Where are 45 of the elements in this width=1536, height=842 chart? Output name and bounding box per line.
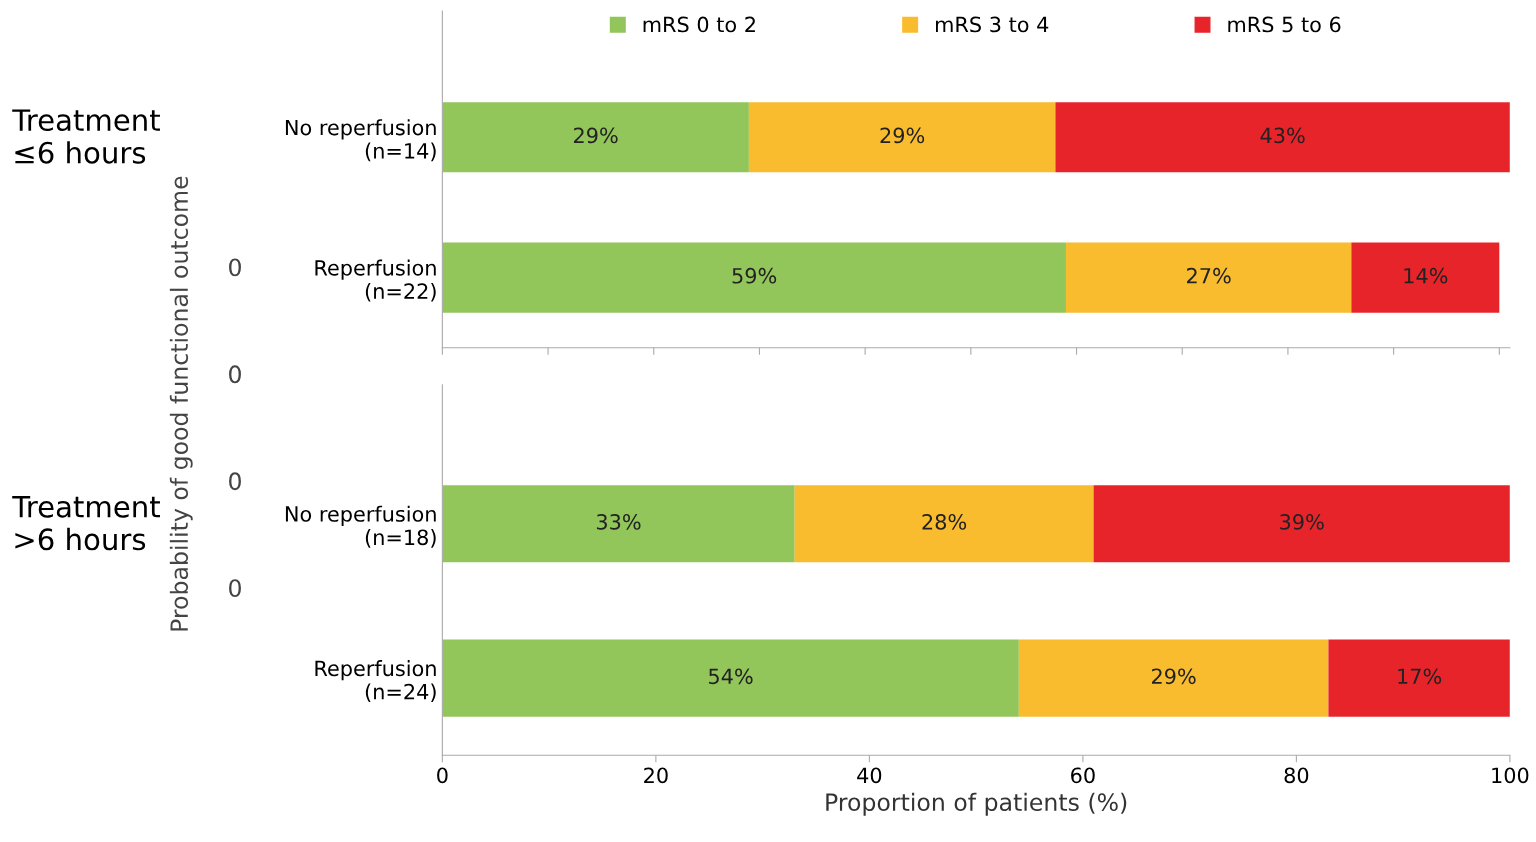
bar (442, 242, 1066, 313)
y-tick-label: No reperfusion (n=14) (285, 119, 436, 162)
y-tick-label: No reperfusion (n=18) (285, 505, 436, 548)
bar (1093, 485, 1510, 563)
x-tick-label: 80 (1284, 767, 1309, 784)
data-label: 29% (574, 127, 618, 144)
text: 0 (229, 365, 241, 384)
legend-label: mRS 5 to 6 (1228, 16, 1341, 33)
bar (1018, 639, 1329, 717)
legend-label: mRS 0 to 2 (643, 16, 755, 33)
data-label: 39% (1280, 514, 1324, 530)
data-label: 27% (1187, 267, 1231, 284)
x-tick-label: 100 (1492, 767, 1529, 784)
data-label: 29% (880, 127, 925, 144)
x-axis-title: Proportion of patients (%) (826, 792, 1127, 816)
data-label: 29% (1151, 668, 1196, 685)
data-label: 33% (596, 514, 641, 530)
bar (1328, 639, 1510, 717)
data-label: 54% (709, 668, 753, 685)
x-tick-label: 20 (644, 767, 668, 784)
bar (1065, 242, 1352, 313)
text: 0 (229, 258, 241, 277)
bar (748, 102, 1056, 173)
x-tick-label: 60 (1071, 767, 1095, 784)
text: Treatment ≤6 hours (12, 109, 160, 164)
text: 0 (229, 579, 241, 598)
data-label: 17% (1398, 668, 1442, 685)
y-tick-label: Reperfusion (n=22) (315, 259, 436, 302)
x-tick-label: 0 (437, 767, 448, 784)
bar (442, 639, 1019, 717)
data-label: 14% (1404, 267, 1448, 284)
y-tick-label: Reperfusion (n=24) (315, 660, 436, 702)
bar (1055, 102, 1510, 173)
bar (442, 485, 795, 563)
data-label: 43% (1260, 127, 1305, 144)
bar (794, 485, 1094, 563)
legend-label: mRS 3 to 4 (936, 16, 1049, 33)
bar (442, 102, 749, 173)
text: Treatment >6 hours (12, 496, 160, 551)
data-label: 28% (922, 514, 967, 530)
text: 0 (229, 472, 241, 491)
text: Probability of good functional outcome (169, 176, 193, 631)
x-tick-label: 40 (857, 767, 882, 784)
bar (1351, 242, 1500, 313)
data-label: 59% (732, 267, 777, 284)
